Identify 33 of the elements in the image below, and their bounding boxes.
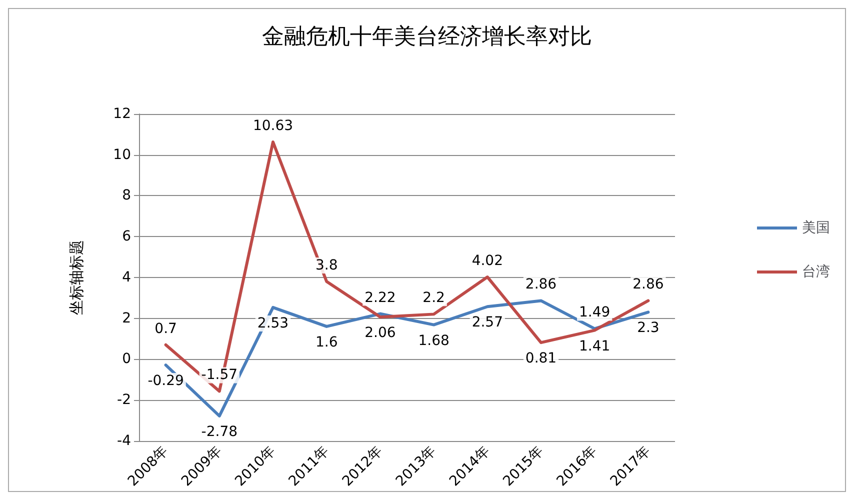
y-tick-label: 6 xyxy=(122,228,132,245)
data-label: 2.57 xyxy=(472,314,503,331)
data-label: 2.53 xyxy=(257,315,289,332)
data-label: 2.06 xyxy=(364,325,396,342)
legend-label: 美国 xyxy=(802,220,830,236)
data-label: 1.68 xyxy=(418,332,450,349)
data-label: 1.41 xyxy=(579,338,610,354)
legend-label: 台湾 xyxy=(802,264,830,280)
y-axis-title: 坐标轴标题 xyxy=(68,240,86,315)
data-label: 2.22 xyxy=(364,290,396,306)
y-tick-label: 12 xyxy=(113,106,131,122)
y-tick-label: 0 xyxy=(122,351,131,368)
y-tick-label: 10 xyxy=(113,146,131,163)
data-label: -1.57 xyxy=(201,367,238,384)
data-label: 2.2 xyxy=(422,290,445,306)
chart-title: 金融危机十年美台经济增长率对比 xyxy=(262,24,592,50)
data-label: 0.81 xyxy=(525,350,557,367)
data-label: 2.86 xyxy=(525,276,557,293)
data-label: 1.6 xyxy=(315,334,338,350)
y-tick-label: 8 xyxy=(122,188,131,204)
y-tick-label: 2 xyxy=(122,310,131,326)
y-tick-label: 4 xyxy=(122,269,132,286)
data-label: 2.3 xyxy=(637,320,660,336)
data-label: -0.29 xyxy=(148,373,184,390)
data-label: 3.8 xyxy=(315,258,338,274)
data-label: 10.63 xyxy=(252,118,294,134)
data-label: -2.78 xyxy=(201,424,238,440)
data-label: 0.7 xyxy=(154,320,177,337)
y-tick-label: -4 xyxy=(117,432,132,449)
data-label: 2.86 xyxy=(632,276,664,293)
data-label: 4.02 xyxy=(472,253,503,270)
y-tick-label: -2 xyxy=(117,392,131,408)
data-label: 1.49 xyxy=(579,304,610,321)
